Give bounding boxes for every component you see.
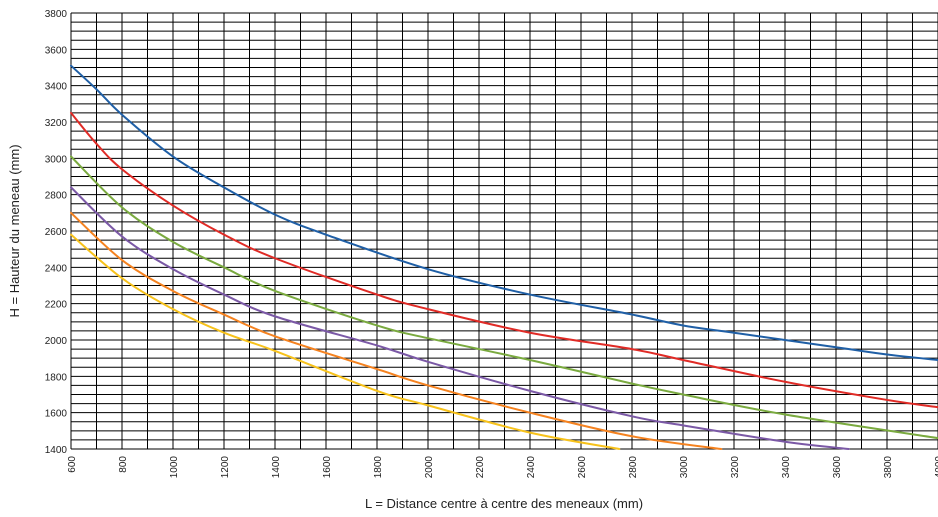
x-tick-label: 2200 [475,456,486,479]
x-tick-label: 600 [67,456,78,473]
x-tick-label: 1000 [169,456,180,479]
y-tick-label: 2800 [45,191,68,202]
x-axis-title: L = Distance centre à centre des meneaux… [365,496,643,511]
y-tick-label: 1600 [45,409,68,420]
x-tick-label: 4000 [934,456,938,479]
x-tick-label: 3400 [781,456,792,479]
series-line-5 [70,211,723,450]
y-tick-label: 3600 [45,45,68,56]
y-axis-title: H = Hauteur du meneau (mm) [7,144,22,317]
y-tick-label: 1400 [45,445,68,456]
series-line-3 [70,155,938,440]
series-group [70,64,938,450]
x-tick-label: 1800 [373,456,384,479]
series-line-1 [70,64,938,361]
y-tick-label: 1800 [45,372,68,383]
y-tick-label: 2000 [45,336,68,347]
grid [70,12,938,450]
x-tick-label: 3000 [679,456,690,479]
y-tick-label: 2400 [45,263,68,274]
x-tick-labels: 600 800 1000 1200 1400 1600 1800 2000 2200 2400 26… [67,456,938,479]
y-tick-label: 3400 [45,82,68,93]
x-tick-label: 2000 [424,456,435,479]
x-tick-label: 3800 [883,456,894,479]
x-tick-label: 3200 [730,456,741,479]
x-tick-label: 2400 [526,456,537,479]
series-line-4 [70,186,850,450]
x-tick-label: 1200 [220,456,231,479]
series-line-6 [70,233,621,450]
x-tick-label: 2800 [628,456,639,479]
x-tick-label: 800 [118,456,129,473]
x-tick-label: 3600 [832,456,843,479]
y-tick-label: 3000 [45,154,68,165]
y-tick-labels: 1400 1600 1800 2000 2200 2400 2600 2800 3000 3200… [45,9,68,456]
y-tick-label: 3200 [45,118,68,129]
x-tick-label: 2600 [577,456,588,479]
y-tick-label: 3800 [45,9,68,20]
y-tick-label: 2600 [45,227,68,238]
x-tick-label: 1600 [322,456,333,479]
x-tick-label: 1400 [271,456,282,479]
y-tick-label: 2200 [45,300,68,311]
series-line-2 [70,111,938,409]
